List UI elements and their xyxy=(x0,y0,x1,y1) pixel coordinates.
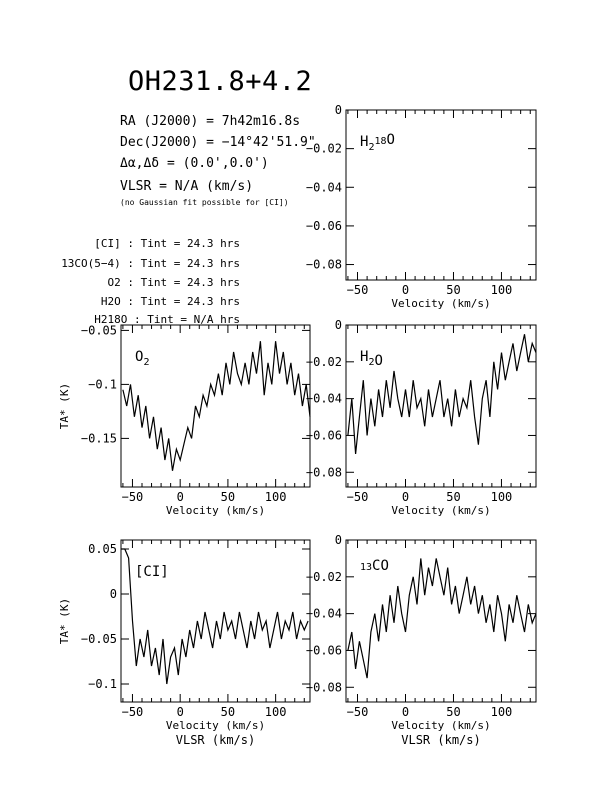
spectrum-line xyxy=(121,548,309,685)
x-tick-label: 0 xyxy=(402,283,409,297)
ra-line: RA (J2000) = 7h42m16.8s xyxy=(120,114,300,129)
x-tick-label: 100 xyxy=(265,490,287,504)
y-tick-label: 0 xyxy=(110,587,117,601)
y-tick-label: −0.1 xyxy=(88,677,117,691)
x-axis-label: Velocity (km/s) xyxy=(391,297,490,310)
y-axis-label: TA* (K) xyxy=(58,598,71,644)
offset-label: Δα,Δδ = xyxy=(120,156,175,171)
y-tick-label: −0.08 xyxy=(306,465,342,479)
x-tick-label: 100 xyxy=(491,490,513,504)
x-tick-label: 50 xyxy=(446,283,460,297)
y-tick-label: −0.05 xyxy=(81,632,117,646)
panel-label: [CI] xyxy=(135,564,169,580)
x-tick-label: 0 xyxy=(177,705,184,719)
int-time-row: H2O : Tint = 24.3 hrs xyxy=(100,295,240,308)
x-axis-label: Velocity (km/s) xyxy=(391,504,490,517)
spectrum-line xyxy=(347,558,537,679)
plot-frame xyxy=(345,539,537,703)
y-tick-label: 0 xyxy=(335,103,342,117)
x-axis-label: Velocity (km/s) xyxy=(166,504,265,517)
x-tick-label: 0 xyxy=(402,490,409,504)
vlsr-axis-label: VLSR (km/s) xyxy=(401,733,480,747)
x-tick-label: −50 xyxy=(122,490,144,504)
offset-line: Δα,Δδ = (0.0',0.0') xyxy=(120,156,269,171)
int-time-row: H218O : Tint = N/A hrs xyxy=(94,313,240,326)
y-tick-label: −0.05 xyxy=(81,323,117,337)
plot-frame xyxy=(345,324,537,488)
fit-note: (no Gaussian fit possible for [CI]) xyxy=(120,198,289,207)
int-time-row: 13CO(5−4) : Tint = 24.3 hrs xyxy=(61,257,240,270)
spectrum-line xyxy=(347,334,537,454)
y-tick-label: 0 xyxy=(335,318,342,332)
offset-value: (0.0',0.0') xyxy=(182,156,269,171)
x-tick-label: −50 xyxy=(347,283,369,297)
vlsr-value: = N/A (km/s) xyxy=(159,179,254,194)
panel-label: H2O xyxy=(360,349,383,369)
y-tick-label: −0.15 xyxy=(81,431,117,445)
x-tick-label: 100 xyxy=(491,283,513,297)
vlsr-axis-label: VLSR (km/s) xyxy=(176,733,255,747)
x-axis-label: Velocity (km/s) xyxy=(391,719,490,732)
plot-frame xyxy=(345,109,537,281)
y-tick-label: 0 xyxy=(335,533,342,547)
x-tick-label: 100 xyxy=(265,705,287,719)
y-tick-label: −0.08 xyxy=(306,258,342,272)
vlsr-line: VLSR = N/A (km/s) xyxy=(120,179,253,194)
panel-label: H218O xyxy=(360,132,395,153)
dec-value: −14°42'51.9" xyxy=(221,135,316,150)
x-tick-label: 0 xyxy=(177,490,184,504)
plot-frame xyxy=(120,539,311,703)
int-time-row: O2 : Tint = 24.3 hrs xyxy=(107,276,240,289)
x-tick-label: 0 xyxy=(402,705,409,719)
spectrum-line xyxy=(122,341,311,471)
x-tick-label: −50 xyxy=(347,705,369,719)
ra-label: RA (J2000) = xyxy=(120,114,214,129)
panel-label: O2 xyxy=(135,349,149,368)
y-axis-label: TA* (K) xyxy=(58,383,71,429)
y-tick-label: −0.04 xyxy=(306,180,342,194)
y-tick-label: 0.05 xyxy=(88,542,117,556)
x-tick-label: 50 xyxy=(446,490,460,504)
y-tick-label: −0.1 xyxy=(88,377,117,391)
y-tick-label: −0.02 xyxy=(306,142,342,156)
vlsr-label: VLSR xyxy=(120,179,152,194)
panel-label: 13CO xyxy=(360,558,389,574)
dec-label: Dec(J2000) = xyxy=(120,135,214,150)
x-tick-label: −50 xyxy=(347,490,369,504)
x-tick-label: 50 xyxy=(221,490,235,504)
x-axis-label: Velocity (km/s) xyxy=(166,719,265,732)
y-tick-label: −0.04 xyxy=(306,392,342,406)
x-tick-label: 50 xyxy=(446,705,460,719)
x-tick-label: −50 xyxy=(122,705,144,719)
page-title: OH231.8+4.2 xyxy=(128,66,313,97)
int-time-row: [CI] : Tint = 24.3 hrs xyxy=(94,237,240,250)
y-tick-label: −0.02 xyxy=(306,570,342,584)
x-tick-label: 100 xyxy=(491,705,513,719)
y-tick-label: −0.06 xyxy=(306,219,342,233)
y-tick-label: −0.08 xyxy=(306,680,342,694)
ra-value: 7h42m16.8s xyxy=(221,114,301,129)
y-tick-label: −0.06 xyxy=(306,428,342,442)
y-tick-label: −0.04 xyxy=(306,607,342,621)
dec-line: Dec(J2000) = −14°42'51.9" xyxy=(120,135,316,150)
y-tick-label: −0.06 xyxy=(306,643,342,657)
plot-frame xyxy=(120,324,311,488)
x-tick-label: 50 xyxy=(221,705,235,719)
y-tick-label: −0.02 xyxy=(306,355,342,369)
